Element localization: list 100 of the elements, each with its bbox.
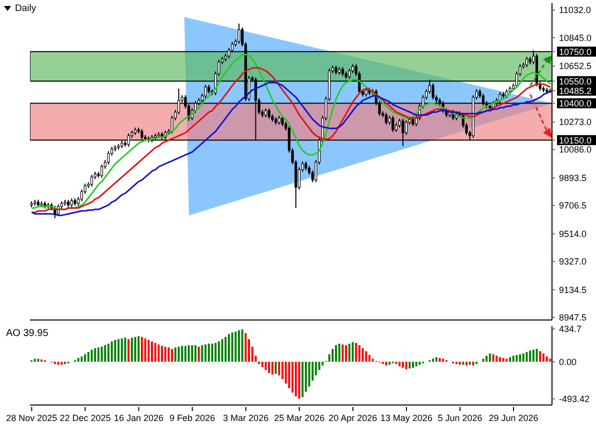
bar xyxy=(188,345,190,362)
candlestick xyxy=(90,174,94,188)
bar xyxy=(150,341,153,362)
bar xyxy=(385,362,388,366)
bar xyxy=(412,362,414,368)
bar xyxy=(90,350,93,362)
candlestick xyxy=(402,118,404,147)
bar xyxy=(368,354,370,362)
bar xyxy=(224,336,227,362)
x-tick-label: 28 Nov 2025 xyxy=(6,413,58,423)
bar xyxy=(338,344,340,362)
y-tick-label: -493.42 xyxy=(559,394,590,404)
bar xyxy=(140,336,143,362)
bar xyxy=(168,347,170,362)
bar xyxy=(281,362,284,380)
y-tick-label: 10845.0 xyxy=(559,32,592,43)
x-tick-label: 29 Jun 2026 xyxy=(488,413,538,423)
bar xyxy=(57,362,60,365)
bar xyxy=(472,362,474,366)
bar xyxy=(458,362,461,365)
candlestick xyxy=(100,164,104,178)
bar xyxy=(178,346,180,362)
bar xyxy=(302,362,304,398)
bar xyxy=(100,346,103,362)
bar xyxy=(134,336,136,362)
bar xyxy=(362,348,364,362)
candlestick xyxy=(281,115,284,127)
bar xyxy=(482,358,484,362)
bar xyxy=(37,358,40,362)
bar xyxy=(118,339,120,362)
x-tick-label: 5 Jun 2026 xyxy=(438,413,482,423)
bar xyxy=(288,362,290,388)
y-tick-label: 10273.0 xyxy=(559,117,592,128)
bar xyxy=(138,336,140,362)
bar xyxy=(228,334,230,362)
bar xyxy=(181,346,184,362)
bar xyxy=(104,345,106,362)
bar xyxy=(522,353,524,362)
bar xyxy=(526,352,528,362)
bar xyxy=(405,362,408,370)
bar xyxy=(214,342,217,362)
candlestick xyxy=(482,93,485,106)
bar xyxy=(80,356,83,362)
y-tick-label: 0.00 xyxy=(559,356,577,367)
bar xyxy=(94,348,96,362)
bar xyxy=(261,362,264,368)
y-tick-label: 10550.0 xyxy=(559,76,592,86)
bar xyxy=(154,342,156,362)
bar xyxy=(158,344,160,362)
bar xyxy=(204,344,206,362)
bar xyxy=(298,362,300,399)
bar xyxy=(284,362,287,384)
y-tick-label: 10400.0 xyxy=(559,98,592,108)
bar xyxy=(462,362,464,365)
bar xyxy=(398,362,401,366)
bar xyxy=(130,338,133,362)
candlestick xyxy=(107,150,110,165)
bar xyxy=(442,358,444,362)
bar xyxy=(144,338,146,362)
y-tick-label: 434.7 xyxy=(559,324,582,334)
bar xyxy=(506,358,508,362)
bar xyxy=(516,354,518,362)
bar xyxy=(492,354,494,362)
candlestick xyxy=(268,108,270,120)
bar xyxy=(148,340,150,362)
bar xyxy=(352,342,354,362)
bar xyxy=(294,362,297,396)
bar xyxy=(466,362,468,366)
bar xyxy=(358,345,360,362)
bar xyxy=(268,362,270,374)
bar xyxy=(201,345,204,362)
bar xyxy=(244,333,247,362)
bar xyxy=(542,353,544,362)
x-tick-label: 13 May 2026 xyxy=(380,413,432,423)
y-tick-label: 10150.0 xyxy=(559,135,592,146)
bar xyxy=(512,356,514,362)
bar xyxy=(342,344,344,362)
bar xyxy=(264,362,267,370)
candlestick xyxy=(127,132,130,148)
bar xyxy=(34,358,36,362)
bar xyxy=(502,358,504,362)
candlestick xyxy=(404,120,408,136)
bar xyxy=(539,351,542,362)
candlestick xyxy=(140,128,144,140)
bar xyxy=(231,332,234,362)
bar xyxy=(292,362,294,393)
candlestick xyxy=(432,82,434,100)
bar xyxy=(114,340,116,362)
bar xyxy=(332,348,334,362)
bar xyxy=(365,351,368,362)
bar xyxy=(60,362,63,365)
bar xyxy=(211,344,214,362)
bar xyxy=(408,362,411,369)
chart-title: AO 39.95 xyxy=(6,328,48,339)
bar xyxy=(536,348,538,362)
bar xyxy=(208,344,210,362)
bar xyxy=(415,362,418,366)
bar xyxy=(519,354,522,362)
bar xyxy=(97,347,100,362)
bar xyxy=(124,338,126,362)
